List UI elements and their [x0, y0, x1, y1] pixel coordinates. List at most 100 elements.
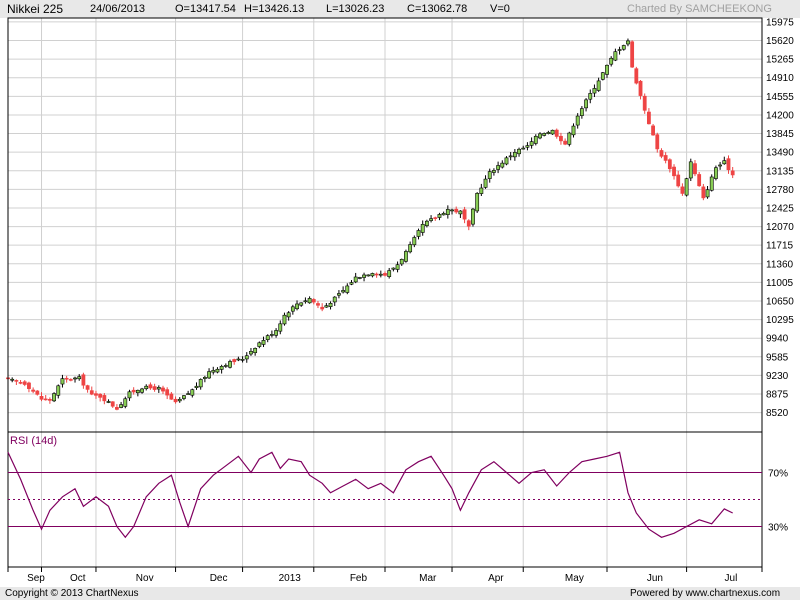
candle-body [588, 93, 593, 100]
y-tick-label: 14910 [766, 73, 794, 84]
candle-body [466, 220, 471, 227]
candle-body [441, 213, 446, 216]
candle-body [98, 393, 103, 398]
candle-body [253, 348, 258, 354]
candle-body [64, 377, 69, 380]
candle-body [173, 398, 178, 403]
candle-body [462, 209, 467, 220]
y-tick-label: 14200 [766, 110, 794, 121]
candle-body [496, 165, 501, 170]
candle-body [328, 303, 333, 307]
x-tick-label: May [565, 573, 584, 584]
candle-body [508, 155, 513, 158]
y-tick-label: 13135 [766, 166, 794, 177]
candle-body [68, 379, 73, 381]
candle-body [106, 401, 111, 403]
candle-body [676, 174, 681, 187]
candle-body [584, 99, 588, 109]
candle-body [89, 390, 94, 395]
candle-body [370, 273, 375, 277]
y-tick-label: 15620 [766, 36, 794, 47]
candle-body [579, 108, 584, 116]
candle-body [194, 385, 199, 388]
candle-body [621, 45, 626, 50]
candle-body [207, 371, 211, 379]
candle-body [391, 267, 396, 270]
candle-body [454, 208, 459, 213]
candle-body [148, 384, 153, 389]
candle-body [320, 306, 325, 310]
candle-body [10, 378, 15, 381]
candle-body [257, 342, 262, 347]
y-tick-label: 9585 [766, 352, 789, 363]
candle-body [630, 41, 635, 68]
candle-body [596, 80, 601, 91]
candle-body [249, 350, 253, 355]
y-tick-label: 10295 [766, 315, 794, 326]
candle-body [244, 355, 249, 360]
candle-body [190, 389, 195, 396]
candle-body [688, 161, 693, 179]
candle-body [383, 273, 387, 276]
candle-body [525, 145, 530, 148]
candle-body [353, 276, 358, 283]
candle-body [554, 129, 559, 137]
candle-body [613, 51, 618, 61]
rsi-series-line [7, 451, 733, 539]
candle-body [169, 393, 174, 400]
candle-body [659, 150, 664, 157]
candle-body [152, 386, 157, 390]
candle-body [609, 57, 614, 65]
candle-body [324, 305, 329, 308]
candle-body [642, 95, 647, 111]
candle-body [651, 125, 655, 136]
candle-body [705, 189, 710, 198]
candle-body [667, 159, 672, 170]
y-tick-label: 11715 [766, 241, 794, 252]
candle-body [445, 209, 450, 215]
ohlc-high: H=13426.13 [244, 3, 305, 15]
candle-body [638, 80, 643, 96]
candle-body [35, 390, 40, 395]
y-tick-label: 13845 [766, 129, 794, 140]
candle-body [504, 157, 509, 165]
y-tick-label: 15265 [766, 55, 794, 66]
candle-body [600, 72, 605, 80]
x-tick-label: 2013 [279, 573, 302, 584]
candle-body [341, 290, 346, 293]
candle-body [680, 186, 685, 194]
candle-body [512, 152, 517, 158]
candle-body [18, 382, 23, 384]
candle-body [672, 166, 676, 177]
candle-body [709, 176, 714, 191]
candle-body [303, 300, 308, 303]
candle-body [115, 407, 119, 410]
candle-body [349, 282, 354, 285]
candle-body [529, 141, 534, 146]
rsi-line [7, 451, 733, 539]
candle-body [215, 368, 220, 373]
candle-body [626, 40, 630, 45]
candle-body [269, 334, 274, 336]
y-tick-label: 10650 [766, 296, 794, 307]
ohlc-close: C=13062.78 [407, 3, 468, 15]
candle-body [563, 140, 568, 145]
candle-body [274, 330, 278, 336]
y-tick-label: 8875 [766, 390, 789, 401]
x-tick-label: Oct [70, 573, 86, 584]
candle-body [165, 389, 170, 396]
candle-body [592, 88, 597, 94]
candle-body [73, 377, 77, 380]
y-tick-label: 15975 [766, 17, 794, 28]
candle-body [127, 391, 132, 399]
y-tick-label: 13490 [766, 148, 794, 159]
candle-body [60, 378, 65, 385]
grid-lines [8, 18, 762, 567]
candle-body [378, 273, 383, 276]
candle-body [567, 132, 572, 145]
candle-body [429, 218, 433, 221]
candle-body [31, 389, 36, 392]
candle-body [282, 314, 287, 325]
candle-body [110, 401, 115, 407]
candle-body [412, 237, 417, 246]
